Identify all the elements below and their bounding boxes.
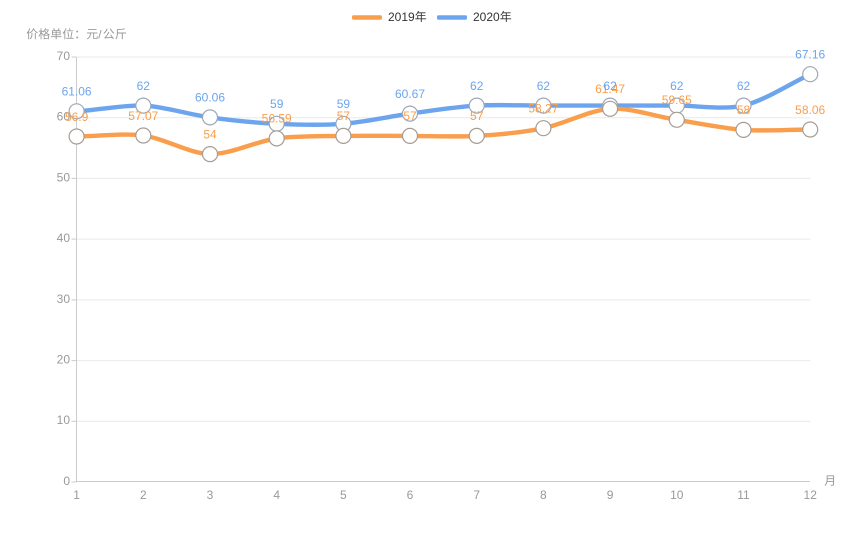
svg-text:62: 62 xyxy=(470,79,484,93)
svg-text:57.07: 57.07 xyxy=(128,109,158,123)
svg-text:58.06: 58.06 xyxy=(795,103,825,117)
svg-text:62: 62 xyxy=(603,79,617,93)
svg-text:57: 57 xyxy=(337,109,351,123)
svg-text:11: 11 xyxy=(737,488,750,502)
svg-text:57: 57 xyxy=(470,109,484,123)
svg-text:70: 70 xyxy=(57,49,71,63)
svg-text:/: / xyxy=(98,27,102,41)
svg-text:40: 40 xyxy=(57,231,71,245)
svg-text:56.59: 56.59 xyxy=(262,112,292,126)
svg-text:2: 2 xyxy=(140,488,147,502)
svg-text:60.67: 60.67 xyxy=(395,87,425,101)
svg-text:30: 30 xyxy=(57,292,71,306)
svg-text:62: 62 xyxy=(670,79,684,93)
svg-text:5: 5 xyxy=(340,488,347,502)
svg-text:60: 60 xyxy=(57,110,71,124)
svg-text:9: 9 xyxy=(607,488,614,502)
svg-text:2020: 2020 xyxy=(473,10,500,24)
svg-text:59: 59 xyxy=(270,97,284,111)
svg-text:60.06: 60.06 xyxy=(195,91,225,105)
svg-text:4: 4 xyxy=(273,488,280,502)
svg-text:3: 3 xyxy=(207,488,214,502)
svg-text:7: 7 xyxy=(473,488,480,502)
svg-text:54: 54 xyxy=(203,127,217,141)
svg-text:62: 62 xyxy=(137,79,151,93)
svg-text:10: 10 xyxy=(670,488,684,502)
svg-text:2019: 2019 xyxy=(388,10,415,24)
svg-text:58.27: 58.27 xyxy=(528,102,558,116)
svg-text:12: 12 xyxy=(804,488,818,502)
svg-text:59.65: 59.65 xyxy=(662,93,692,107)
svg-text:58: 58 xyxy=(737,103,751,117)
svg-text:6: 6 xyxy=(407,488,414,502)
svg-text:0: 0 xyxy=(63,474,70,488)
svg-text:57: 57 xyxy=(403,109,417,123)
svg-text:50: 50 xyxy=(57,170,71,184)
svg-text:67.16: 67.16 xyxy=(795,48,825,62)
svg-text:59: 59 xyxy=(337,97,351,111)
svg-text:61.06: 61.06 xyxy=(62,85,92,99)
svg-text:8: 8 xyxy=(540,488,547,502)
svg-text:1: 1 xyxy=(73,488,80,502)
svg-text:10: 10 xyxy=(57,413,71,427)
svg-text:62: 62 xyxy=(737,79,751,93)
svg-text:62: 62 xyxy=(537,79,551,93)
svg-text:61.47: 61.47 xyxy=(595,82,625,96)
svg-text:56.9: 56.9 xyxy=(65,110,89,124)
svg-text:20: 20 xyxy=(57,353,71,367)
